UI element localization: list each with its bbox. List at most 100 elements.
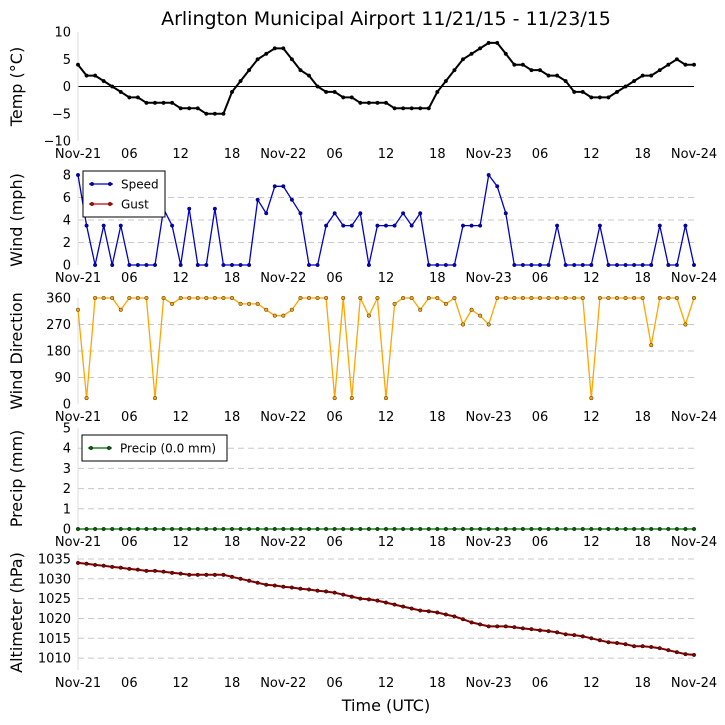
data-point-dir-0-55 (546, 296, 551, 301)
xtick-label-precip-12: Nov-24 (671, 535, 717, 550)
data-point-wind-0-28 (315, 263, 320, 268)
data-point-precip-0-22 (264, 527, 269, 532)
data-point-precip-0-0 (75, 527, 80, 532)
data-point-alt-0-45 (461, 617, 466, 622)
data-point-wind-0-13 (187, 206, 192, 211)
data-point-precip-0-58 (572, 527, 577, 532)
series-line-dir-0 (77, 295, 695, 399)
data-point-dir-0-8 (144, 296, 149, 301)
data-point-dir-0-40 (418, 307, 423, 312)
data-point-dir-0-10 (161, 296, 166, 301)
data-point-temp-0-64 (623, 84, 628, 89)
legend-marker-precip-0-a (88, 446, 93, 451)
data-point-temp-0-49 (495, 40, 500, 45)
data-point-temp-0-21 (255, 57, 260, 62)
data-point-dir-0-33 (358, 296, 363, 301)
data-point-temp-0-70 (674, 57, 679, 62)
data-point-precip-0-51 (512, 527, 517, 532)
data-point-alt-0-36 (384, 600, 389, 605)
data-point-alt-0-19 (238, 576, 243, 581)
data-point-temp-0-3 (101, 79, 106, 84)
data-point-precip-0-34 (366, 527, 371, 532)
data-point-temp-0-9 (152, 100, 157, 105)
data-point-dir-0-27 (307, 296, 312, 301)
data-point-wind-0-54 (538, 263, 543, 268)
data-point-dir-0-3 (101, 296, 106, 301)
ytick-label-precip-2: 2 (63, 482, 71, 497)
data-point-dir-0-46 (469, 307, 474, 312)
data-point-temp-0-28 (315, 84, 320, 89)
xtick-label-dir-10: 12 (583, 410, 600, 425)
data-point-alt-0-70 (674, 650, 679, 655)
data-point-dir-0-26 (298, 296, 303, 301)
data-point-dir-0-47 (478, 313, 483, 318)
data-point-wind-0-21 (255, 197, 260, 202)
data-point-alt-0-44 (452, 614, 457, 619)
data-point-alt-0-46 (469, 620, 474, 625)
data-point-wind-0-56 (555, 223, 560, 228)
xtick-label-dir-5: 06 (326, 410, 343, 425)
data-point-wind-0-51 (512, 263, 517, 268)
data-point-dir-0-67 (649, 343, 654, 348)
panel-wind: 0 2 4 6 8 Nov-21 06 12 18 Nov-22 06 12 18 Nov-23 06 12 1… (7, 169, 717, 287)
data-point-wind-0-72 (692, 263, 697, 268)
data-point-precip-0-14 (195, 527, 200, 532)
data-point-temp-0-7 (135, 95, 140, 100)
data-point-temp-0-11 (170, 100, 175, 105)
data-point-wind-0-64 (623, 263, 628, 268)
data-point-dir-0-42 (435, 296, 440, 301)
data-point-precip-0-52 (520, 527, 525, 532)
data-point-precip-0-9 (152, 527, 157, 532)
data-point-temp-0-19 (238, 79, 243, 84)
ytick-label-alt-3: 1025 (38, 592, 71, 607)
xtick-label-dir-2: 12 (172, 410, 189, 425)
data-point-alt-0-32 (349, 594, 354, 599)
xtick-label-temp-3: 18 (224, 147, 241, 162)
data-point-alt-0-65 (632, 644, 637, 649)
data-point-wind-0-32 (349, 223, 354, 228)
data-point-alt-0-66 (640, 644, 645, 649)
data-point-temp-0-18 (229, 89, 234, 94)
data-point-temp-0-26 (298, 68, 303, 73)
data-point-wind-0-11 (170, 223, 175, 228)
data-point-temp-0-6 (127, 95, 132, 100)
xtick-label-temp-5: 06 (326, 147, 343, 162)
data-point-alt-0-38 (401, 604, 406, 609)
data-point-alt-0-1 (84, 561, 89, 566)
data-point-wind-0-45 (461, 223, 466, 228)
data-point-precip-0-35 (375, 527, 380, 532)
data-point-alt-0-54 (538, 628, 543, 633)
data-point-dir-0-53 (529, 296, 534, 301)
data-point-precip-0-28 (315, 527, 320, 532)
data-point-temp-0-48 (486, 40, 491, 45)
data-point-precip-0-68 (657, 527, 662, 532)
data-point-temp-0-68 (657, 68, 662, 73)
data-point-alt-0-56 (555, 630, 560, 635)
data-point-temp-0-52 (520, 62, 525, 67)
xtick-label-alt-12: Nov-24 (671, 676, 717, 691)
xtick-label-dir-7: 18 (429, 410, 446, 425)
data-point-wind-0-20 (247, 263, 252, 268)
data-point-temp-0-33 (358, 100, 363, 105)
data-point-temp-0-66 (640, 73, 645, 78)
data-point-precip-0-18 (229, 527, 234, 532)
data-point-wind-0-3 (101, 223, 106, 228)
data-point-temp-0-34 (366, 100, 371, 105)
data-point-wind-0-65 (632, 263, 637, 268)
data-point-wind-0-62 (606, 263, 611, 268)
data-point-wind-0-35 (375, 223, 380, 228)
data-point-dir-0-15 (204, 296, 209, 301)
data-point-temp-0-37 (392, 106, 397, 111)
data-point-alt-0-10 (161, 569, 166, 574)
data-point-dir-0-29 (324, 296, 329, 301)
xtick-label-alt-0: Nov-21 (55, 676, 101, 691)
data-point-precip-0-32 (349, 527, 354, 532)
data-point-precip-0-49 (495, 527, 500, 532)
data-point-dir-0-21 (255, 301, 260, 306)
data-point-temp-0-20 (247, 68, 252, 73)
xtick-label-temp-12: Nov-24 (671, 147, 717, 162)
data-point-alt-0-2 (93, 562, 98, 567)
data-point-temp-0-65 (632, 79, 637, 84)
data-point-wind-0-26 (298, 211, 303, 216)
data-point-precip-0-27 (307, 527, 312, 532)
